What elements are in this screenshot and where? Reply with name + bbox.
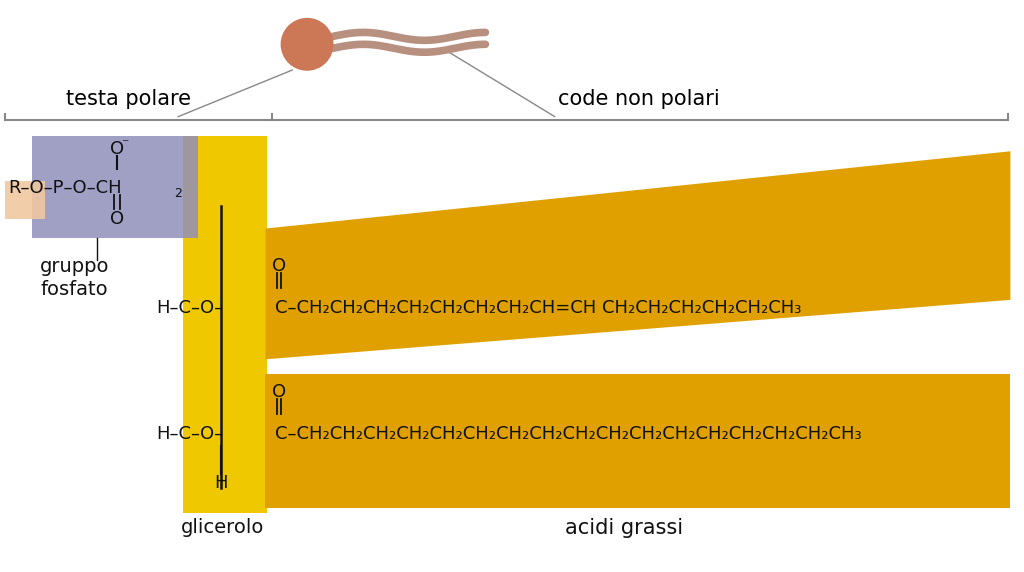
Bar (183, 137, 267, 513)
Text: H–C–O–: H–C–O– (157, 424, 223, 443)
Text: C–CH₂CH₂CH₂CH₂CH₂CH₂CH₂CH₂CH₂CH₂CH₂CH₂CH₂CH₂CH₂CH₂CH₃: C–CH₂CH₂CH₂CH₂CH₂CH₂CH₂CH₂CH₂CH₂CH₂CH₂CH… (275, 424, 862, 443)
Text: code non polari: code non polari (558, 89, 720, 109)
Polygon shape (265, 374, 1011, 508)
Text: 2: 2 (174, 188, 182, 200)
Text: glicerolo: glicerolo (181, 518, 264, 537)
Text: ⁻: ⁻ (121, 137, 128, 152)
Text: O: O (272, 257, 287, 275)
Text: testa polare: testa polare (67, 89, 191, 109)
Text: O: O (110, 140, 124, 158)
Text: O: O (110, 210, 124, 228)
Text: H: H (214, 474, 227, 492)
Bar (5, 181, 45, 219)
Text: C–CH₂CH₂CH₂CH₂CH₂CH₂CH₂CH=CH CH₂CH₂CH₂CH₂CH₂CH₃: C–CH₂CH₂CH₂CH₂CH₂CH₂CH₂CH=CH CH₂CH₂CH₂CH… (275, 299, 802, 317)
Text: R–O–P–O–CH: R–O–P–O–CH (8, 179, 122, 197)
Circle shape (282, 18, 333, 70)
Text: O: O (272, 383, 287, 401)
Bar (32, 137, 198, 239)
Polygon shape (265, 151, 1011, 359)
Text: acidi grassi: acidi grassi (565, 518, 683, 538)
Text: H–C–O–: H–C–O– (157, 299, 223, 317)
Text: gruppo
fosfato: gruppo fosfato (40, 257, 109, 299)
